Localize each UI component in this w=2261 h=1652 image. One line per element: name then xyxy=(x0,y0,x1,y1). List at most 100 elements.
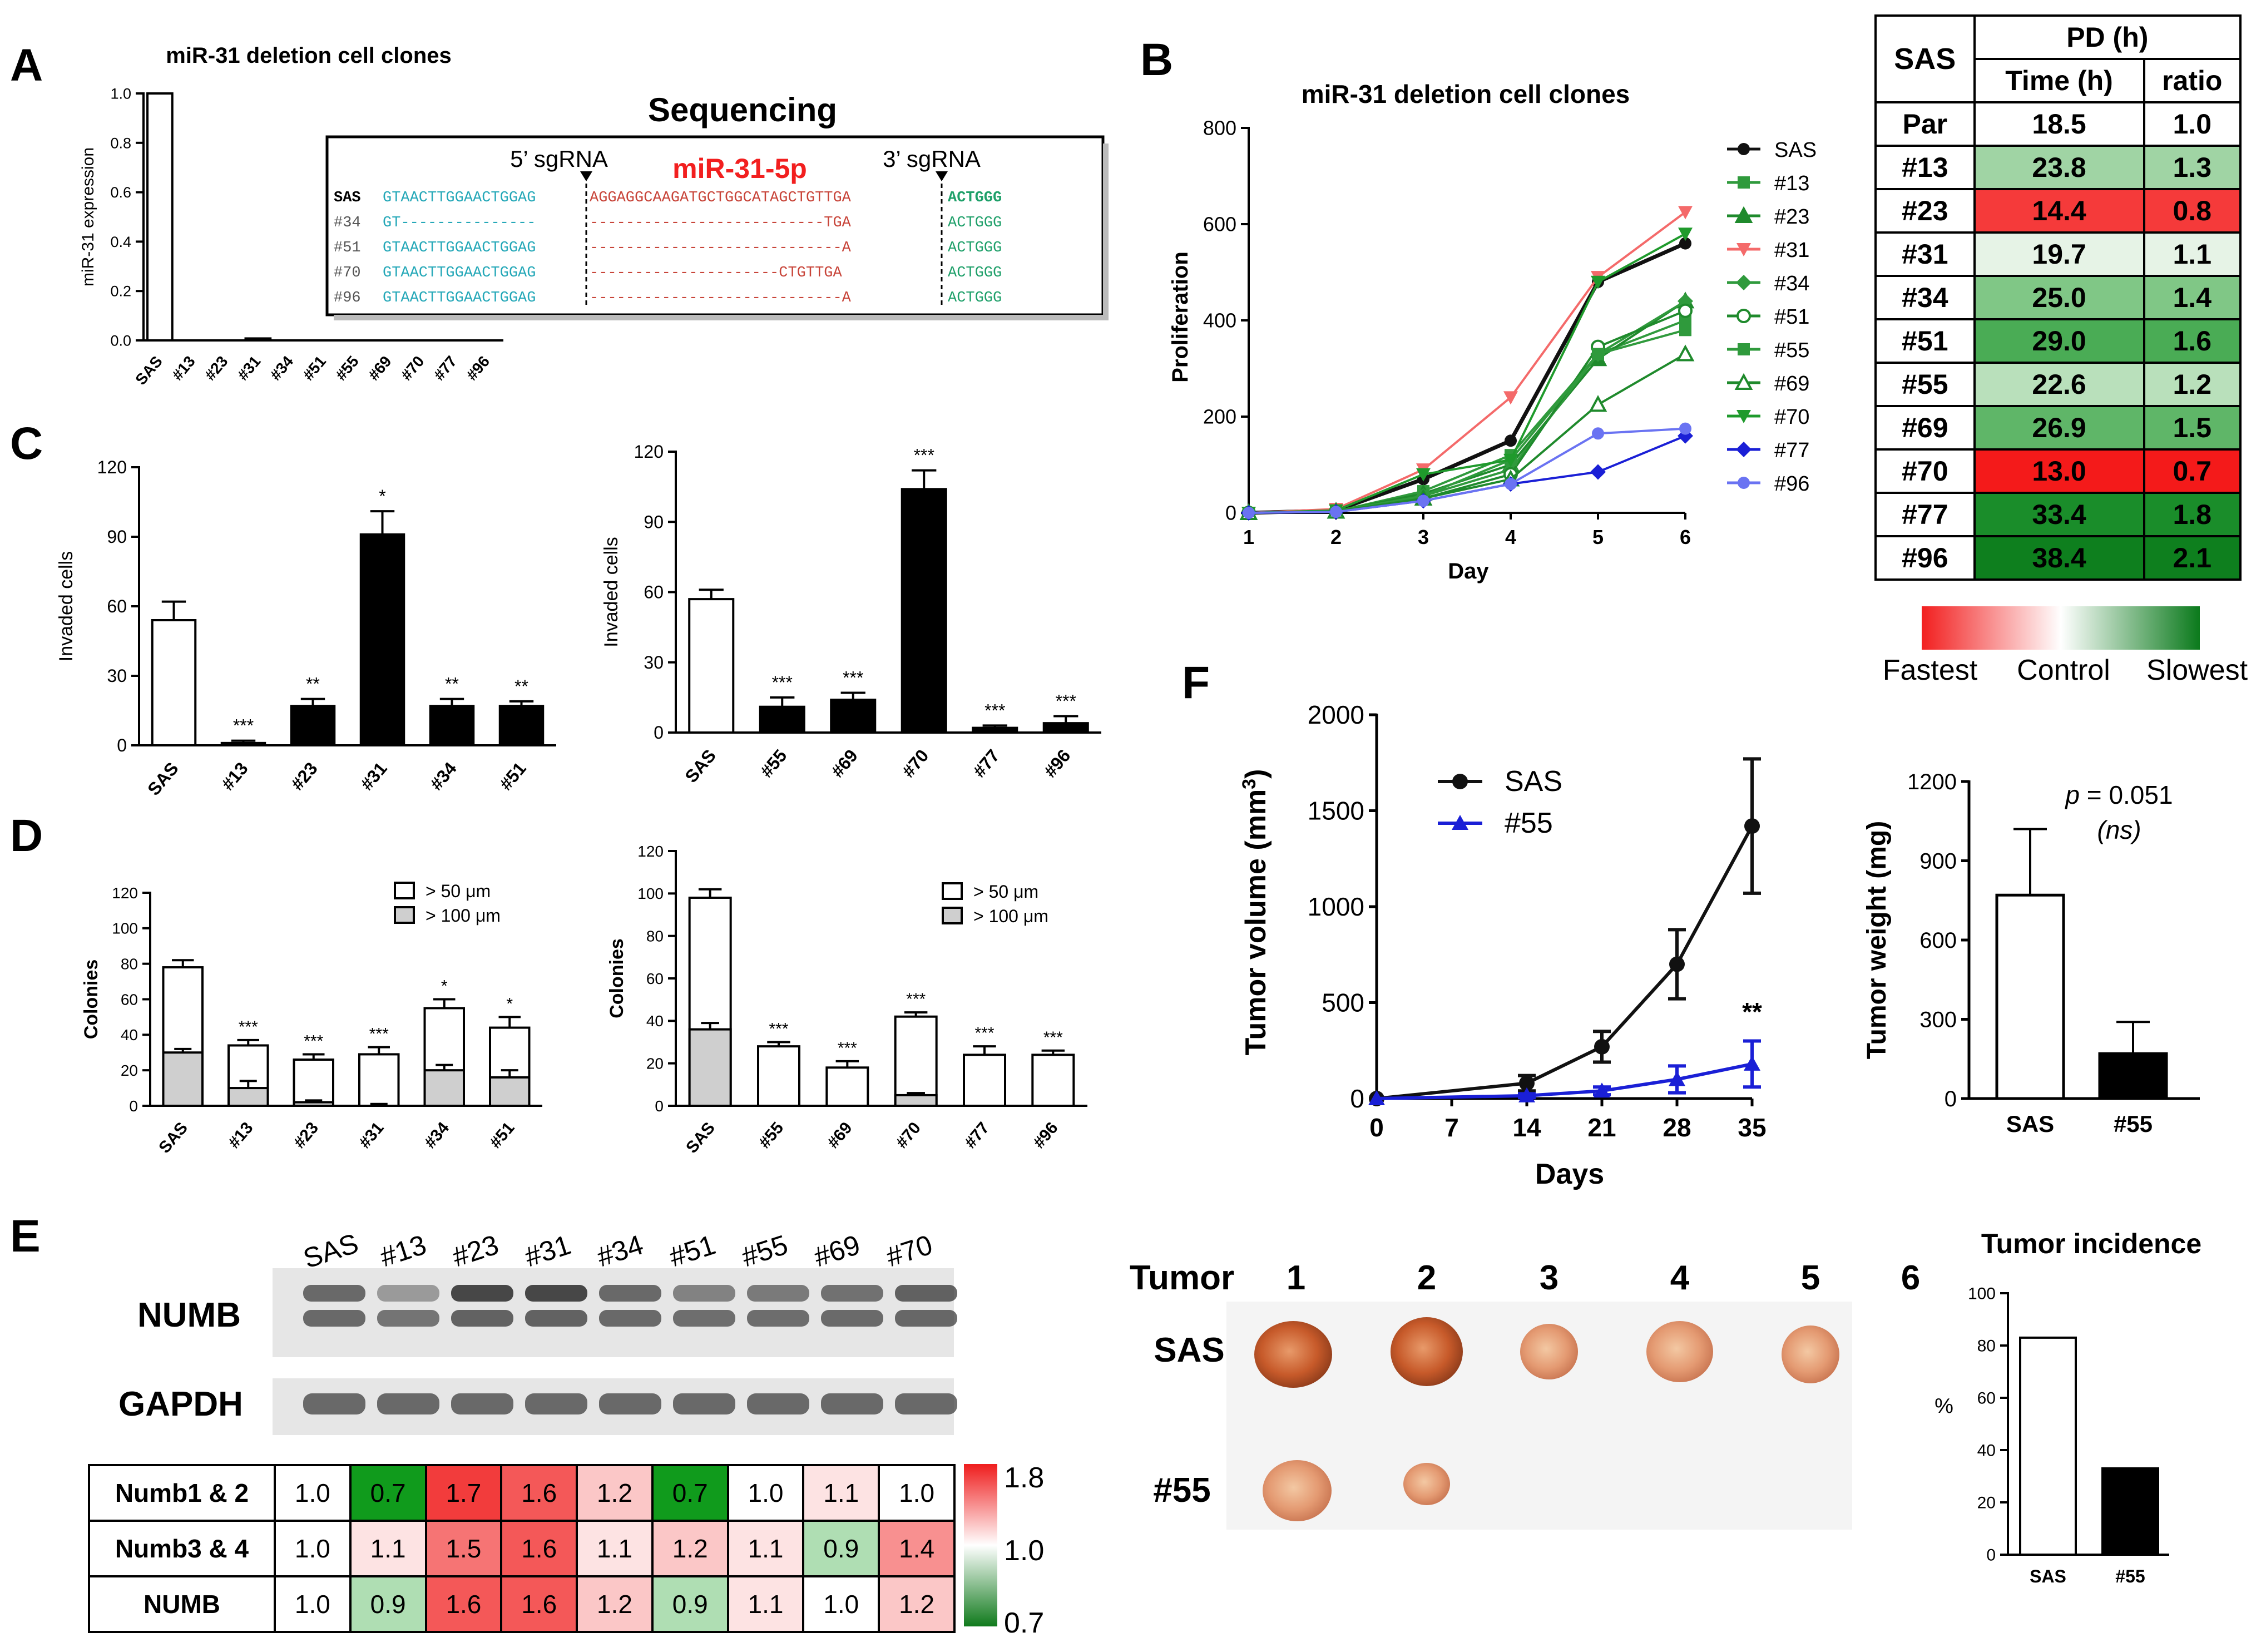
pd-table-ratio-cell: 2.1 xyxy=(2143,535,2242,581)
chart-D-left-significance: *** xyxy=(239,1018,258,1036)
sequencing-box xyxy=(325,135,1105,316)
pd-table-row-name: #34 xyxy=(1874,275,1976,320)
chart-b-legend-label: #55 xyxy=(1774,339,1809,362)
chart-C-right-ytick-label: 0 xyxy=(654,723,664,743)
numb-colorbar-tick-low: 0.7 xyxy=(1004,1607,1044,1639)
blot-numb-band-upper xyxy=(377,1285,439,1302)
blot-numb-band-upper xyxy=(895,1285,957,1302)
numb-table-cell: 1.1 xyxy=(576,1520,654,1577)
blot-numb-band-upper xyxy=(599,1285,661,1302)
chart-f-incidence-ylabel: % xyxy=(1935,1394,1953,1418)
chart-D-left-legend-box-50um xyxy=(394,882,415,899)
chart-a-title: miR-31 deletion cell clones xyxy=(166,43,452,68)
chart-C-left-significance: ** xyxy=(306,674,320,694)
tumor-photo-column-label: 5 xyxy=(1801,1259,1820,1297)
chart-f-incidence-xtick-label: #55 xyxy=(2115,1566,2145,1586)
chart-f-volume-significance: ** xyxy=(1742,997,1762,1026)
numb-table-cell: 1.0 xyxy=(274,1575,352,1633)
blot-lane-label: #23 xyxy=(448,1229,502,1273)
numb-table-row-label: Numb3 & 4 xyxy=(88,1520,276,1577)
chart-C-right-xtick-label: #70 xyxy=(898,745,933,781)
numb-table-cell: 1.2 xyxy=(576,1464,654,1522)
chart-b-series-line xyxy=(1248,319,1686,514)
chart-C-left-xtick-label: #13 xyxy=(217,758,252,794)
sequencing-title: Sequencing xyxy=(648,91,837,128)
chart-b-point xyxy=(1678,303,1693,318)
chart-D-left-significance: * xyxy=(441,977,448,996)
chart-b-point xyxy=(1678,206,1693,220)
blot-gapdh-band xyxy=(525,1393,587,1414)
chart-C-left-bar xyxy=(290,705,336,746)
chart-f-volume-point xyxy=(1744,818,1760,834)
chart-b-legend-marker xyxy=(1738,143,1750,155)
chart-b-ytick-label: 800 xyxy=(1203,117,1236,140)
chart-f-volume-legend-marker xyxy=(1452,815,1468,830)
numb-table-cell: 0.9 xyxy=(651,1575,729,1633)
panel-letter-d: D xyxy=(10,810,43,861)
chart-C-right-significance: *** xyxy=(914,446,934,466)
chart-C-left-ytick-label: 120 xyxy=(97,457,127,477)
chart-D-left-ytick-label: 20 xyxy=(121,1062,138,1079)
chart-b-legend-marker xyxy=(1734,206,1753,223)
chart-C-right-xtick-label: #69 xyxy=(827,745,862,781)
panel-letter-a: A xyxy=(10,40,43,91)
numb-table-cell: 1.2 xyxy=(576,1575,654,1633)
pd-table-row: #13 23.8 1.3 xyxy=(1874,145,2242,190)
chart-f-tumor-incidence: Tumor incidence% 0 20 40 60 80 100 SAS #55 xyxy=(1935,1228,2201,1586)
pd-table-time-cell: 19.7 xyxy=(1973,231,2145,277)
chart-f-incidence-bar xyxy=(2019,1336,2077,1556)
tumor-sas xyxy=(1391,1317,1463,1386)
chart-D-right-bar-100um xyxy=(894,1094,938,1107)
chart-d-right-colonies: Colonies 0 20 40 60 80 100 120 SAS *** #55 *** #69 **… xyxy=(606,843,1087,1157)
chart-C-right-significance: *** xyxy=(843,667,863,687)
chart-C-left-ytick-label: 30 xyxy=(107,666,127,686)
chart-D-left-ytick-label: 100 xyxy=(112,920,138,937)
blot-numb-band-lower xyxy=(747,1310,809,1327)
pd-table-row-name: #13 xyxy=(1874,145,1976,190)
chart-f-incidence-ytick-label: 40 xyxy=(1977,1442,1996,1460)
chart-C-left-ylabel: Invaded cells xyxy=(56,551,77,661)
pd-table-ratio-cell: 1.5 xyxy=(2143,405,2242,451)
panel-letter-f: F xyxy=(1182,657,1210,708)
numb-table-cell: 0.9 xyxy=(349,1575,427,1633)
chart-b-series-line xyxy=(1248,233,1686,514)
chart-C-left-bar xyxy=(359,533,405,746)
chart-b-legend-label: #77 xyxy=(1774,439,1809,462)
chart-D-right-ytick-label: 100 xyxy=(637,885,664,902)
chart-D-right-ytick-label: 20 xyxy=(646,1055,664,1072)
pd-table-time-cell: 22.6 xyxy=(1973,362,2145,407)
numb-colorbar xyxy=(964,1464,997,1626)
pd-table-row-name: #96 xyxy=(1874,535,1976,581)
chart-f-volume-point xyxy=(1368,1090,1385,1105)
chart-f-tumor-photo: Tumor 1 2 3 4 5 6 SAS #55 xyxy=(1130,1259,1920,1530)
chart-f-weight-ytick-label: 300 xyxy=(1919,1008,1957,1032)
pd-table-row-name: Par xyxy=(1874,101,1976,147)
chart-f-volume-point xyxy=(1669,1071,1685,1086)
pd-table-row: #51 29.0 1.6 xyxy=(1874,318,2242,364)
pd-table-time-cell: 18.5 xyxy=(1973,101,2145,147)
chart-D-right-ylabel: Colonies xyxy=(606,938,627,1018)
numb-table-row: NUMB 1.0 0.9 1.6 1.6 1.2 0.9 1.1 1.0 1.2 xyxy=(88,1575,956,1633)
chart-b-point xyxy=(1678,227,1693,241)
blot-gapdh-band xyxy=(747,1393,809,1414)
chart-b-ytick-label: 400 xyxy=(1203,309,1236,332)
chart-b-legend-label: #31 xyxy=(1774,239,1809,262)
chart-f-volume-xtick-label: 7 xyxy=(1444,1113,1459,1142)
chart-D-left-significance: *** xyxy=(369,1025,389,1043)
chart-D-left-xtick-label: SAS xyxy=(155,1119,191,1156)
chart-b-legend-marker xyxy=(1736,309,1751,323)
chart-f-weight-ytick-label: 600 xyxy=(1919,928,1957,953)
chart-f-incidence-ytick-label: 20 xyxy=(1977,1494,1996,1512)
numb-table-cell: 1.0 xyxy=(878,1464,956,1522)
chart-D-right-legend-box-100um xyxy=(942,907,963,924)
chart-a-xtick-label: #51 xyxy=(299,353,329,384)
numb-table-cell: 1.2 xyxy=(878,1575,956,1633)
pd-table-ratio-cell: 1.1 xyxy=(2143,231,2242,277)
chart-D-right-xtick-label: #55 xyxy=(755,1119,787,1152)
chart-a-xtick-label: #13 xyxy=(169,353,199,384)
chart-f-tumor-weight: Tumor weight (mg) 0 300 600 900 1200 SAS #55 p =… xyxy=(1862,770,2200,1137)
blot-numb-band-upper xyxy=(747,1285,809,1302)
chart-f-volume-legend-label: SAS xyxy=(1505,765,1562,798)
chart-C-right-bar xyxy=(972,726,1018,734)
chart-f-volume-point xyxy=(1518,1087,1535,1102)
